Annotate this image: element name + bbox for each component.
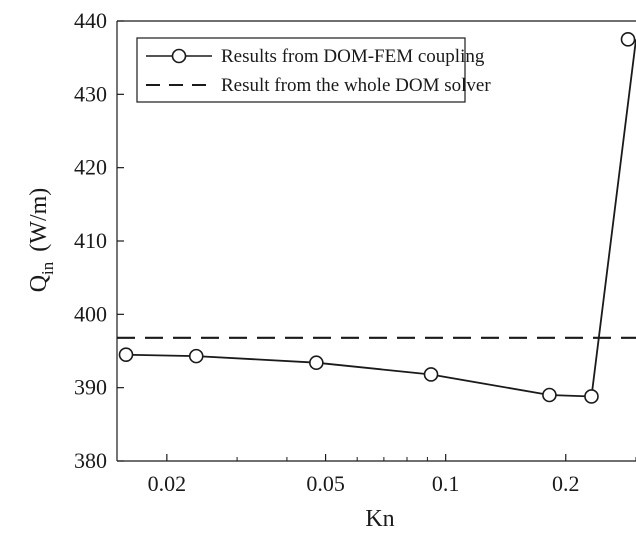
x-tick-label-0.05: 0.05 — [306, 471, 345, 496]
y-tick-label-430: 430 — [74, 81, 107, 106]
coupling-point — [542, 387, 557, 403]
legend: Results from DOM-FEM coupling Result fro… — [136, 37, 491, 103]
x-tick-label-0.02: 0.02 — [148, 471, 187, 496]
legend-label-coupling: Results from DOM-FEM coupling — [221, 46, 485, 67]
y-axis-label-subscript: in — [38, 261, 57, 275]
y-tick-label-380: 380 — [74, 448, 107, 473]
coupling-point — [309, 355, 324, 371]
axes: 380 390 400 410 420 430 440 0.02 0.05 0.1 0.2 — [74, 8, 636, 496]
legend-box — [136, 37, 466, 103]
plot-area — [117, 32, 636, 404]
coupling-point — [620, 32, 636, 47]
y-tick-label-400: 400 — [74, 301, 107, 326]
coupling-point — [423, 367, 439, 382]
y-tick-label-420: 420 — [74, 155, 107, 180]
y-tick-label-440: 440 — [74, 8, 107, 33]
legend-swatch-coupling-marker — [171, 48, 187, 64]
x-tick-label-0.2: 0.2 — [552, 471, 580, 496]
y-tick-label-390: 390 — [74, 375, 107, 400]
x-axis-label: Kn — [365, 506, 394, 532]
legend-label-dom: Result from the whole DOM solver — [221, 75, 491, 96]
y-tick-label-410: 410 — [74, 228, 107, 253]
y-axis-label: Qin (W/m) — [26, 188, 57, 293]
coupling-point — [584, 389, 599, 404]
coupling-point — [188, 348, 204, 364]
x-tick-label-0.1: 0.1 — [432, 471, 460, 496]
coupling-point — [118, 347, 134, 362]
y-axis-label-unit: (W/m) — [26, 188, 52, 252]
y-axis-label-main: Q — [26, 275, 52, 292]
